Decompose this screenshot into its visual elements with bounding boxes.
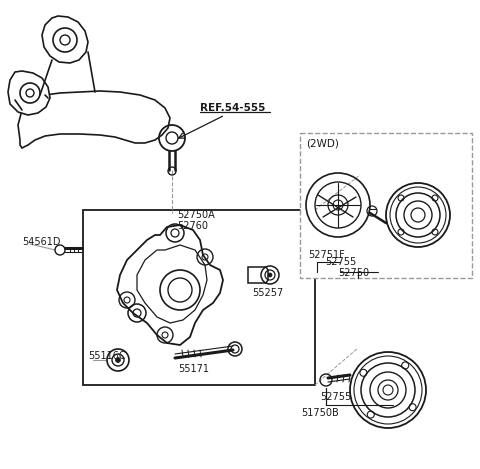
- Text: 52760: 52760: [177, 221, 208, 231]
- Polygon shape: [137, 245, 207, 323]
- Text: 52755: 52755: [320, 392, 351, 402]
- Polygon shape: [42, 16, 88, 63]
- Bar: [300, 133, 472, 278]
- Text: 51750B: 51750B: [301, 408, 339, 418]
- Text: 55171: 55171: [178, 364, 209, 374]
- Bar: [83, 210, 315, 385]
- Polygon shape: [18, 91, 170, 148]
- Circle shape: [116, 357, 120, 363]
- Text: (2WD): (2WD): [306, 138, 339, 148]
- Text: 55257: 55257: [252, 288, 283, 298]
- Text: REF.54-555: REF.54-555: [200, 103, 265, 113]
- Polygon shape: [8, 71, 50, 115]
- Circle shape: [268, 273, 272, 277]
- Text: 52750A: 52750A: [177, 210, 215, 220]
- Text: 54561D: 54561D: [22, 237, 60, 247]
- Text: 52751F: 52751F: [308, 250, 345, 260]
- Text: 52755: 52755: [325, 257, 356, 267]
- Text: 55116C: 55116C: [88, 351, 126, 361]
- Polygon shape: [248, 267, 268, 283]
- Text: 52750: 52750: [338, 268, 369, 278]
- Polygon shape: [117, 225, 223, 345]
